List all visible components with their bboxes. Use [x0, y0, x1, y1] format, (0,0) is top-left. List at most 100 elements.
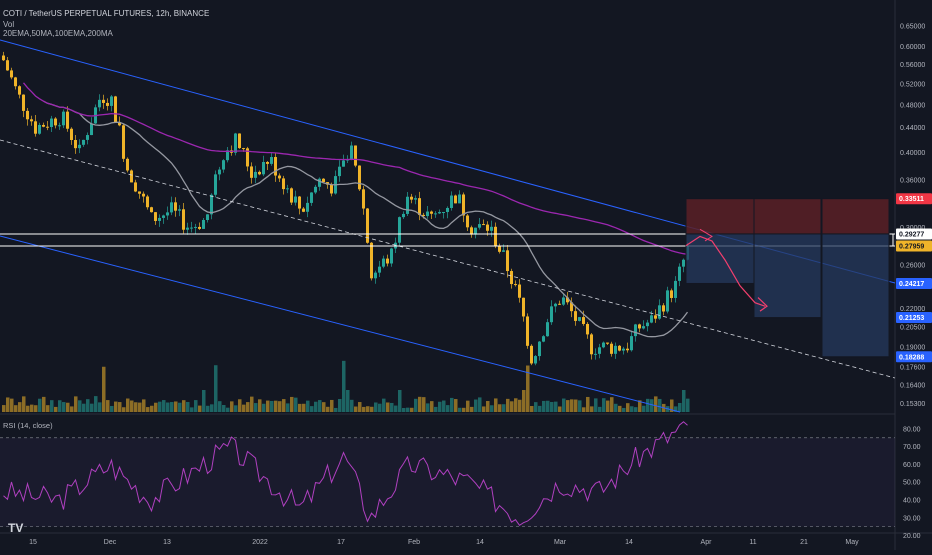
- candle-body: [638, 324, 641, 329]
- volume-bar: [66, 402, 70, 412]
- volume-bar: [198, 405, 202, 412]
- candle-body: [174, 202, 177, 211]
- candle-body: [642, 326, 645, 329]
- volume-bar: [266, 400, 270, 412]
- candle-body: [526, 316, 529, 346]
- candle-body: [390, 248, 393, 264]
- ma50-line: [43, 100, 689, 338]
- candle-body: [630, 336, 633, 351]
- candle-body: [646, 322, 649, 327]
- time-tick-label: 11: [749, 539, 756, 546]
- candle-body: [166, 212, 169, 216]
- volume-bar: [354, 406, 358, 412]
- volume-bar: [106, 400, 110, 412]
- candle-body: [554, 303, 557, 307]
- volume-bar: [678, 402, 682, 412]
- volume-bar: [290, 396, 294, 412]
- volume-bar: [162, 400, 166, 412]
- volume-bar: [546, 400, 550, 412]
- price-badge-label: 0.24217: [899, 281, 924, 288]
- time-tick-label: 13: [163, 539, 171, 546]
- time-tick-label: May: [845, 539, 859, 546]
- volume-bar: [562, 398, 566, 412]
- volume-bar: [682, 390, 686, 412]
- stop-zone-box: [753, 198, 822, 235]
- candle-body: [490, 226, 493, 231]
- price-tick-label: 0.20500: [900, 324, 925, 331]
- price-tick-label: 0.17600: [900, 364, 925, 371]
- volume-bar: [194, 400, 198, 412]
- candle-body: [518, 284, 521, 298]
- candle-body: [482, 224, 485, 226]
- volume-bar: [86, 399, 90, 412]
- volume-bar: [170, 402, 174, 412]
- price-badge-label: 0.27959: [899, 243, 924, 250]
- volume-bar: [6, 397, 10, 412]
- candle-body: [478, 224, 481, 228]
- channel-mid-line: [0, 139, 896, 379]
- candle-body: [18, 86, 21, 95]
- candle-body: [522, 297, 525, 317]
- volume-bar: [622, 407, 626, 412]
- candle-body: [250, 166, 253, 178]
- candle-body: [26, 110, 29, 120]
- candle-body: [354, 145, 357, 166]
- volume-bar: [422, 397, 426, 412]
- volume-bar: [278, 401, 282, 412]
- projection-arrow: [685, 235, 766, 307]
- candle-body: [162, 215, 165, 218]
- candle-body: [234, 133, 237, 153]
- volume-bar: [150, 405, 154, 412]
- candle-body: [386, 258, 389, 264]
- candle-body: [426, 211, 429, 217]
- volume-bar: [186, 401, 190, 412]
- volume-bar: [302, 403, 306, 412]
- volume-bar: [646, 398, 650, 412]
- target-zone-box: [685, 233, 755, 284]
- volume-bar: [594, 398, 598, 412]
- price-tick-label: 0.60000: [900, 44, 925, 51]
- price-tick-label: 0.48000: [900, 102, 925, 109]
- price-badge-label: 0.33511: [899, 196, 924, 203]
- candle-body: [10, 70, 13, 78]
- candles-group: [2, 51, 689, 366]
- candle-body: [330, 184, 333, 194]
- candle-body: [190, 227, 193, 229]
- candle-body: [30, 119, 33, 122]
- candle-body: [506, 250, 509, 272]
- volume-bar: [326, 406, 330, 412]
- volume-bar: [78, 400, 82, 412]
- volume-bar: [550, 401, 554, 412]
- target-zone-box: [753, 233, 822, 319]
- volume-bar: [670, 399, 674, 412]
- volume-bar: [42, 396, 46, 412]
- volume-bar: [614, 403, 618, 412]
- candle-body: [474, 227, 477, 235]
- volume-bar: [190, 407, 194, 412]
- time-tick-label: 14: [476, 539, 484, 546]
- volume-bar: [558, 406, 562, 412]
- volume-bar: [442, 400, 446, 412]
- candle-body: [422, 214, 425, 217]
- rsi-band-fill: [0, 437, 895, 527]
- volume-bar: [30, 404, 34, 412]
- volume-bar: [142, 399, 146, 412]
- time-tick-label: 15: [29, 539, 37, 546]
- candle-body: [674, 280, 677, 298]
- volume-bar: [674, 406, 678, 412]
- volume-bar: [458, 407, 462, 412]
- volume-bar: [474, 399, 478, 412]
- candle-body: [158, 217, 161, 221]
- volume-label: Vol: [3, 20, 15, 29]
- volume-bar: [246, 402, 250, 412]
- candle-body: [678, 266, 681, 281]
- candle-body: [206, 214, 209, 221]
- price-tick-label: 0.44000: [900, 125, 925, 132]
- candle-body: [338, 166, 341, 177]
- volume-bar: [34, 405, 38, 412]
- volume-bar: [262, 403, 266, 412]
- candle-body: [118, 122, 121, 126]
- candle-body: [402, 213, 405, 218]
